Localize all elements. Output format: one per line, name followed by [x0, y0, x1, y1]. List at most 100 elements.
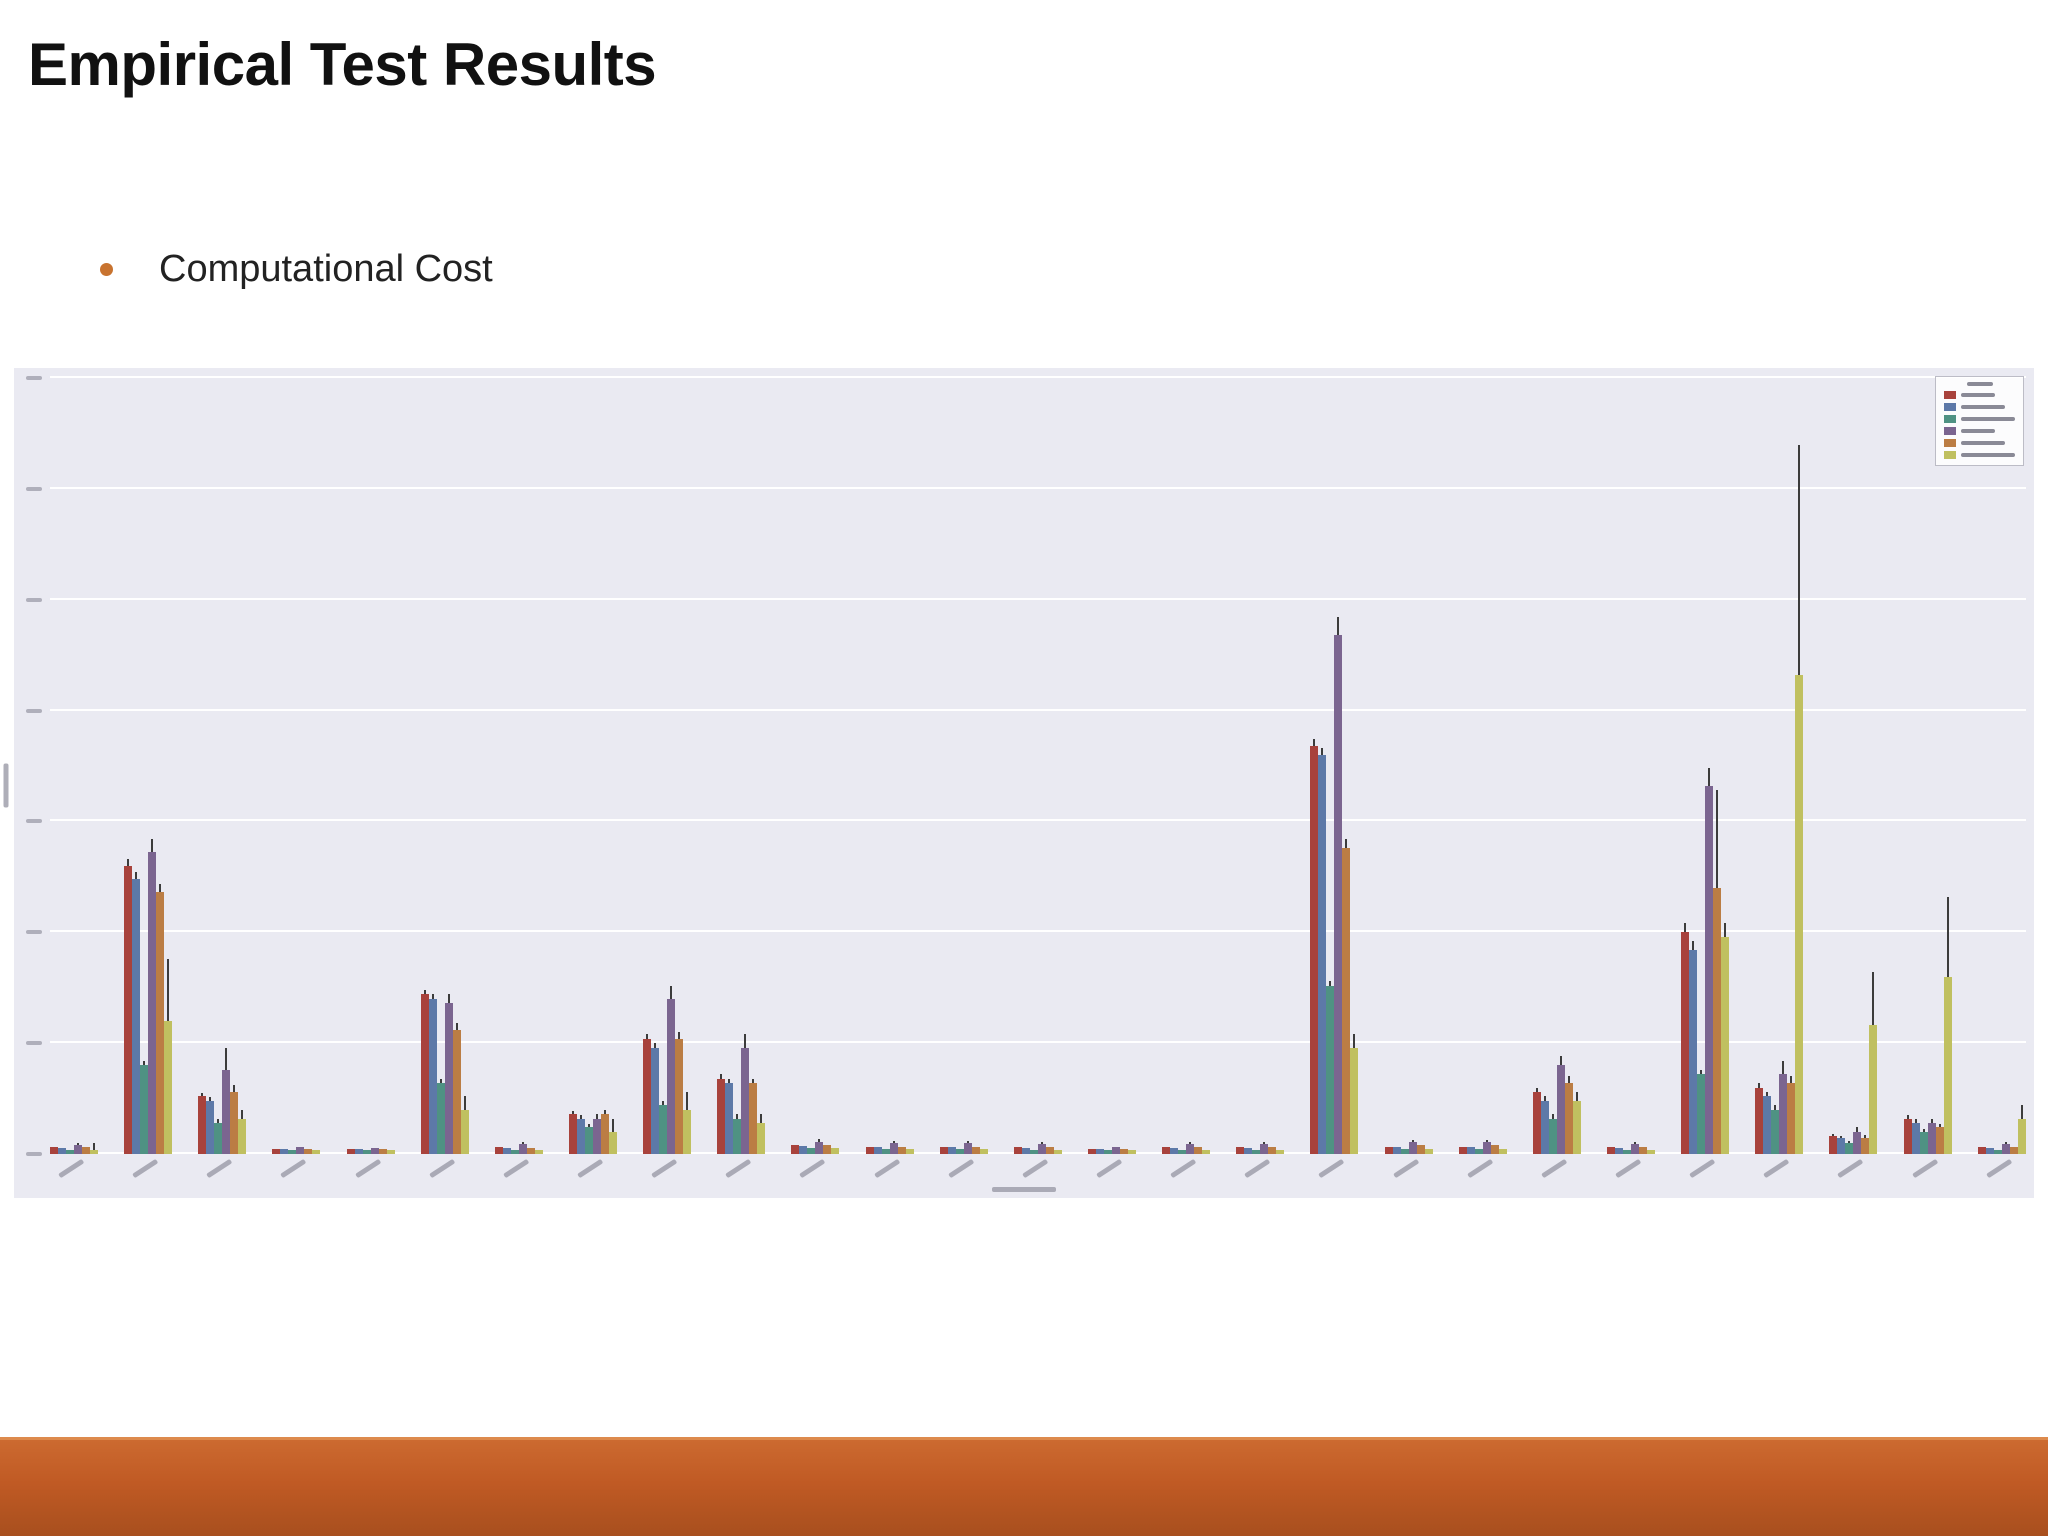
bar [592, 1114, 601, 1154]
legend-label [1961, 405, 2005, 409]
bar-group [643, 985, 692, 1179]
legend-color-chip [1944, 427, 1956, 435]
bar-group [1755, 444, 1804, 1179]
bar [1342, 839, 1351, 1154]
bar [1638, 1146, 1647, 1154]
error-bar [201, 1092, 204, 1097]
bar [238, 1109, 247, 1154]
bar [362, 1150, 371, 1154]
error-bar [1329, 981, 1332, 986]
bar [1540, 1096, 1549, 1154]
legend-entry [1944, 403, 2015, 411]
bar [865, 1146, 874, 1154]
legend-label [1961, 441, 2005, 445]
bar [288, 1150, 297, 1154]
error-bar [744, 1034, 747, 1048]
error-bar [439, 1078, 442, 1084]
bar [502, 1147, 511, 1154]
x-tick-label [1689, 1158, 1716, 1179]
error-bar [892, 1141, 895, 1144]
error-bar [571, 1110, 574, 1115]
error-bar [720, 1074, 723, 1079]
error-bar [93, 1142, 95, 1150]
bar [304, 1148, 313, 1154]
gridline [50, 486, 2026, 489]
bar [741, 1034, 750, 1154]
bar [1853, 1127, 1862, 1154]
error-bar [1914, 1119, 1917, 1123]
bar [889, 1141, 898, 1154]
bar [206, 1097, 215, 1154]
bar [494, 1146, 503, 1154]
error-bar [1485, 1140, 1488, 1143]
bar [873, 1147, 882, 1154]
bar [1013, 1147, 1022, 1154]
bar [198, 1092, 207, 1154]
error-bar [1189, 1142, 1192, 1145]
bar [90, 1142, 98, 1154]
bar [1053, 1149, 1062, 1154]
gridline [50, 930, 2026, 933]
bar [148, 839, 157, 1154]
bar [568, 1110, 577, 1154]
error-bar [595, 1114, 598, 1119]
bar [50, 1147, 58, 1154]
error-bar [654, 1043, 657, 1048]
bar-group [568, 1109, 617, 1179]
error-bar [1922, 1129, 1925, 1132]
bar [651, 1043, 660, 1154]
bar-group [1606, 1142, 1655, 1179]
bar [420, 989, 429, 1154]
error-bar [167, 958, 170, 1021]
bar-group [1384, 1140, 1433, 1179]
error-bar [135, 872, 138, 880]
y-tick-label [26, 1041, 42, 1046]
bar [1350, 1034, 1359, 1154]
error-bar [752, 1078, 755, 1084]
error-bar [217, 1119, 220, 1123]
bar [1029, 1149, 1038, 1154]
gridline [50, 819, 2026, 822]
legend-label [1961, 393, 1995, 397]
bullet-text: Computational Cost [159, 248, 493, 290]
x-tick-label [428, 1158, 456, 1179]
bar [1837, 1135, 1846, 1154]
bar-group [1458, 1140, 1507, 1179]
bar [1564, 1076, 1573, 1154]
bar [1170, 1147, 1179, 1154]
bar [140, 1060, 149, 1154]
bar [1087, 1148, 1096, 1154]
bar [436, 1078, 445, 1154]
error-bar [1872, 972, 1875, 1026]
error-bar [1864, 1134, 1867, 1139]
error-bar [1543, 1096, 1546, 1101]
bar [584, 1123, 593, 1154]
bar [1119, 1148, 1128, 1154]
bar-group [1013, 1142, 1062, 1179]
bar [272, 1148, 281, 1154]
x-tick-label [132, 1158, 159, 1179]
bar-group [939, 1141, 988, 1179]
bar [1556, 1056, 1565, 1154]
bar [82, 1147, 90, 1154]
bar [1630, 1142, 1639, 1154]
error-bar [1633, 1142, 1636, 1145]
y-tick-label [26, 708, 42, 713]
bar [675, 1032, 684, 1154]
bar [963, 1141, 972, 1154]
bar [386, 1150, 395, 1154]
bar [1771, 1105, 1780, 1154]
bar [510, 1149, 519, 1154]
bar-group [50, 1142, 98, 1179]
error-bar [1321, 748, 1324, 755]
x-tick-label [280, 1158, 307, 1179]
page-title: Empirical Test Results [28, 31, 657, 98]
bar [749, 1078, 758, 1154]
error-bar [662, 1100, 665, 1106]
error-bar [1938, 1123, 1941, 1128]
error-bar [646, 1034, 649, 1039]
legend-label [1961, 417, 2015, 421]
bar [1787, 1076, 1796, 1154]
bar [1103, 1150, 1112, 1154]
x-tick-label [873, 1158, 900, 1179]
